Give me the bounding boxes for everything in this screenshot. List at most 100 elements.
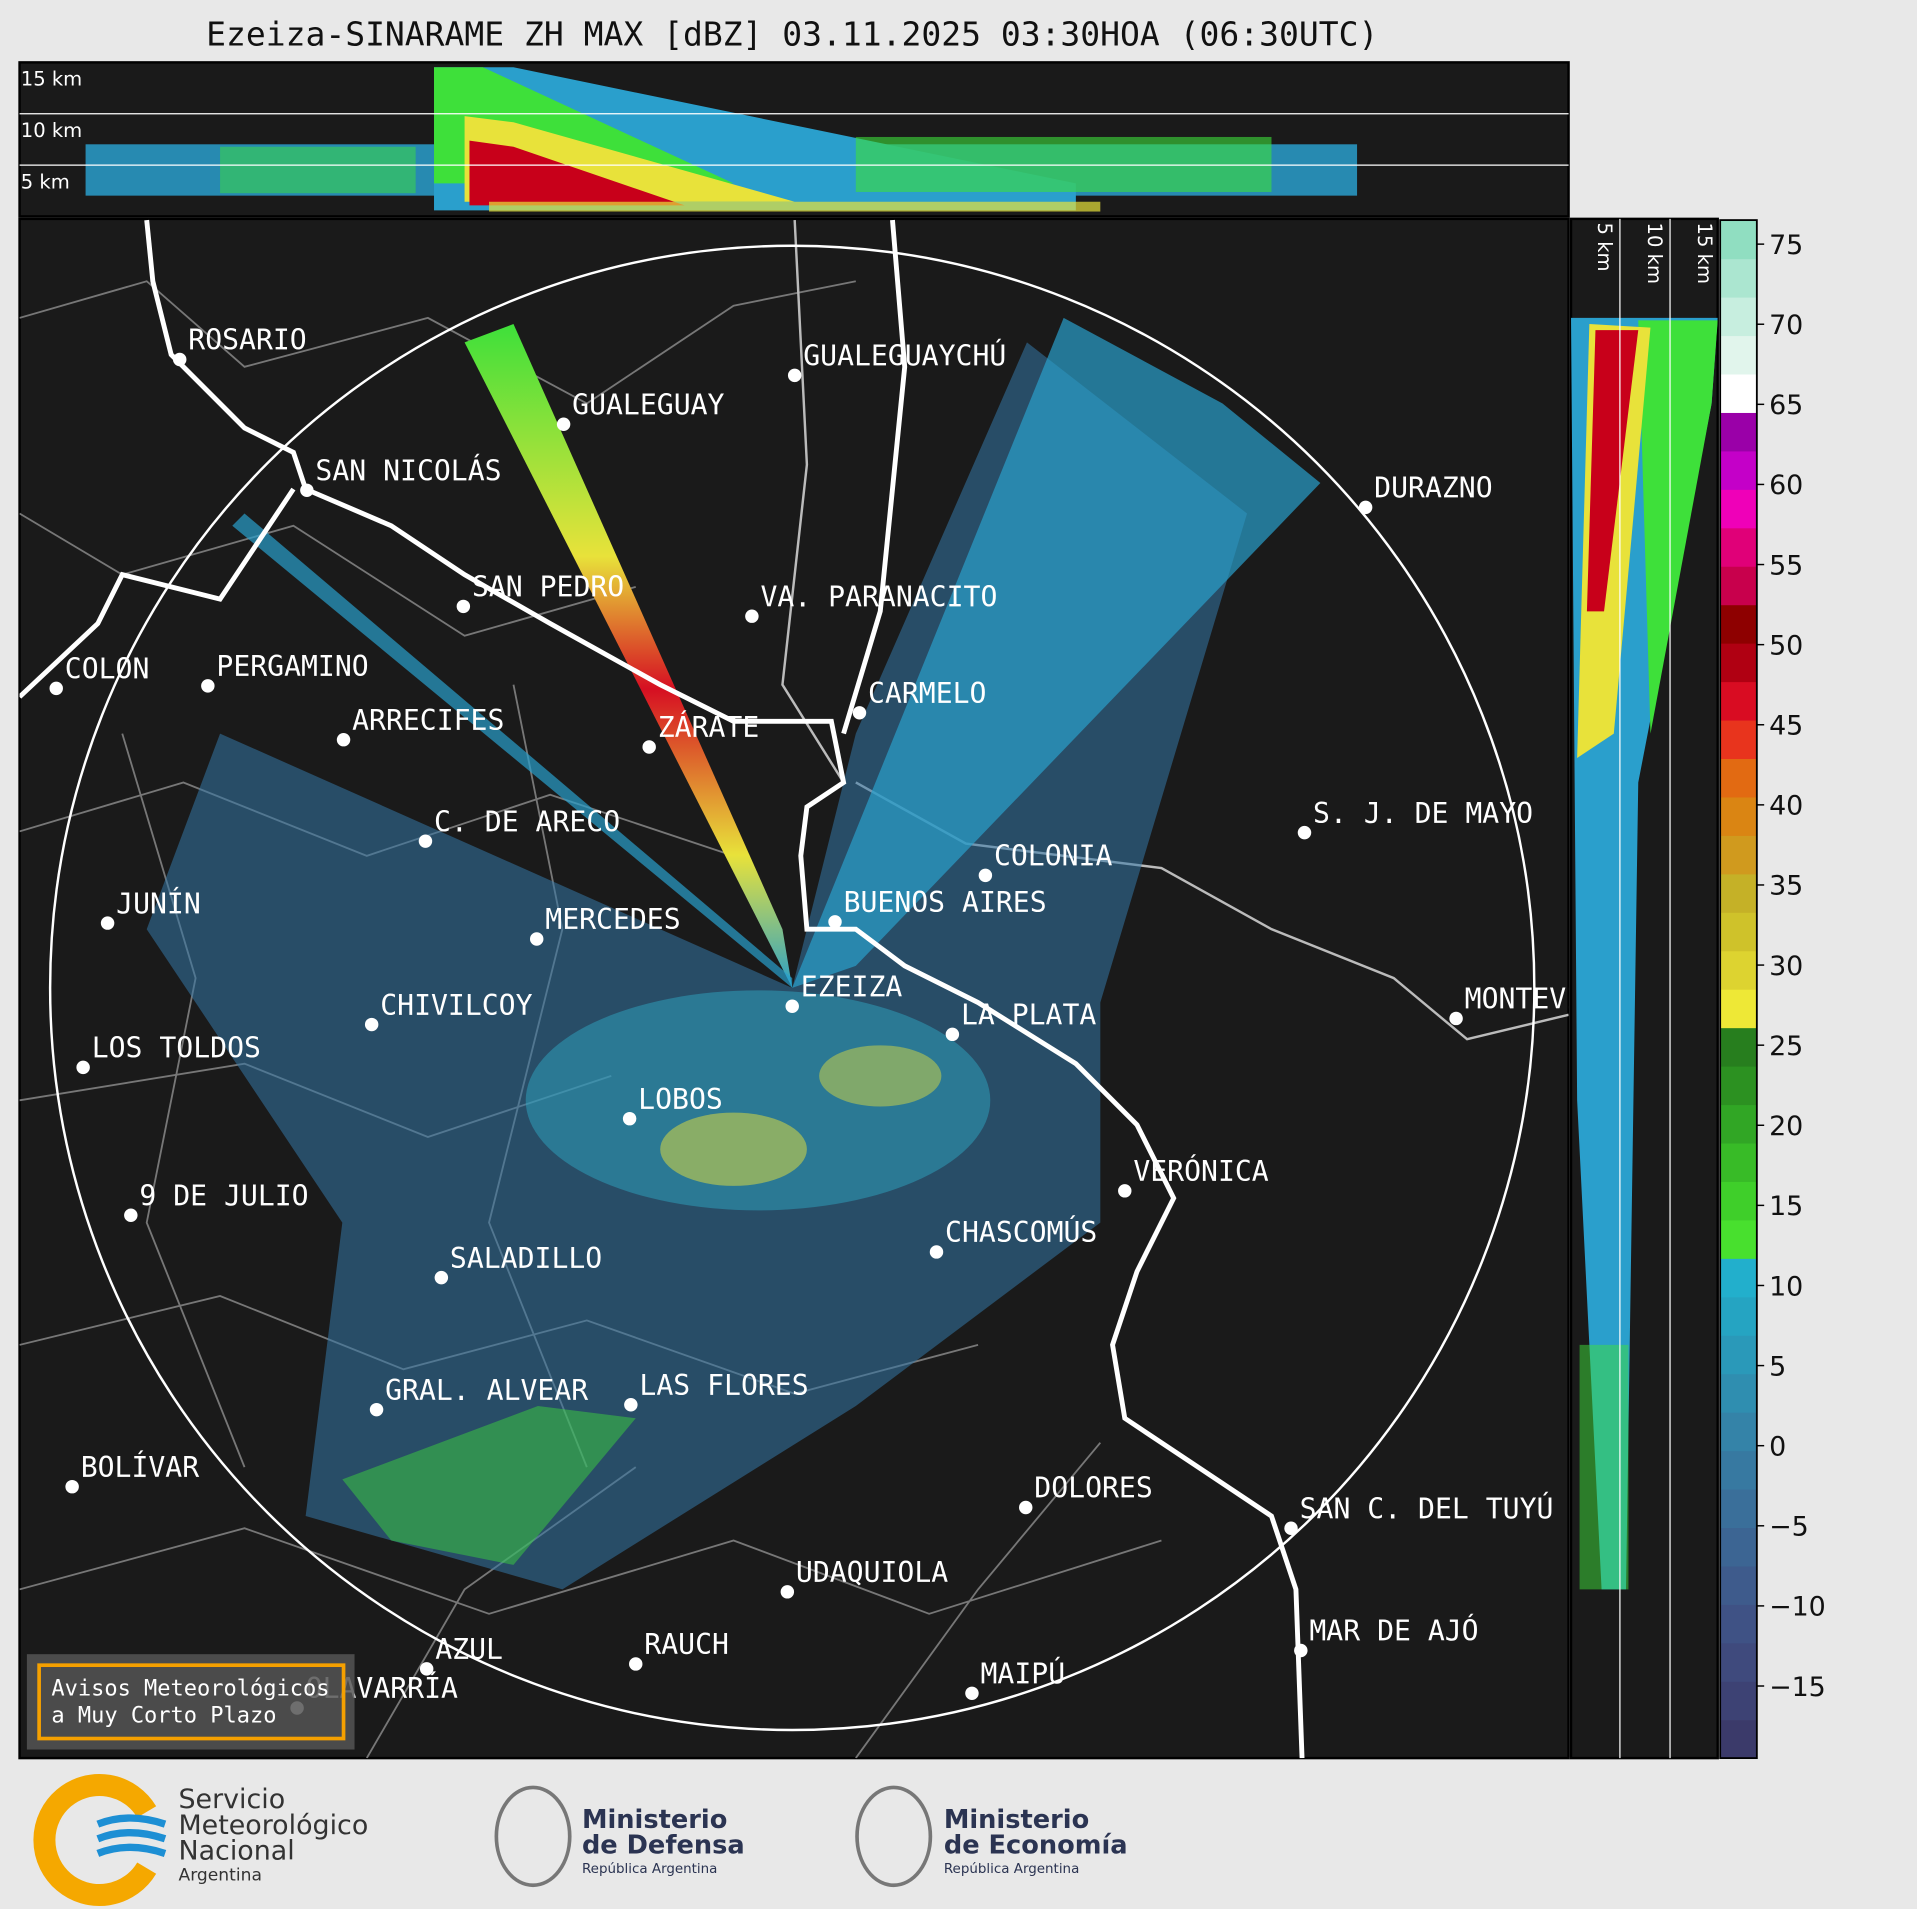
colorbar-frame (1719, 219, 1758, 1760)
city-dot (1297, 825, 1312, 840)
colorbar-segment (1720, 373, 1757, 413)
colorbar-segment (1720, 1373, 1757, 1413)
city-label: RAUCH (644, 1628, 729, 1661)
colorbar-segment (1720, 450, 1757, 490)
colorbar-segment (1720, 1681, 1757, 1721)
city-label: ARRECIFES (352, 704, 504, 737)
footer-logos: Servicio Meteorológico Nacional Argentin… (33, 1774, 1128, 1906)
smn-text: Servicio (178, 1784, 285, 1815)
city-label: UDAQUIOLA (796, 1556, 948, 1589)
city-label: ZÁRATE (658, 710, 760, 744)
city-label: EZEIZA (801, 970, 903, 1003)
city-label: LA PLATA (961, 999, 1096, 1032)
city-label: SAN PEDRO (472, 571, 624, 604)
colorbar-segment (1720, 758, 1757, 798)
colorbar-segment (1720, 1065, 1757, 1106)
city-label: DURAZNO (1374, 472, 1492, 505)
height-label: 5 km (1593, 223, 1616, 272)
range-ring (48, 244, 1536, 1732)
colorbar-tick-label: −5 (1769, 1512, 1809, 1543)
warning-line: a Muy Corto Plazo (51, 1704, 276, 1729)
city-dot (787, 368, 802, 383)
city-dot (780, 1585, 795, 1599)
city-label: ROSARIO (188, 324, 306, 357)
city-dot (945, 1027, 960, 1042)
city-dot (49, 681, 63, 696)
colorbar-segment (1720, 1450, 1757, 1490)
top-cross-section (18, 61, 1570, 218)
colorbar-tick-label: −15 (1769, 1672, 1826, 1703)
city-dot (1284, 1521, 1298, 1535)
colorbar-segment (1720, 1719, 1757, 1759)
colorbar-segment (1720, 566, 1757, 606)
ministry-text: República Argentina (944, 1861, 1079, 1877)
colorbar-segment (1720, 1296, 1757, 1336)
city-label: GRAL. ALVEAR (385, 1374, 588, 1407)
colorbar-tick-label: 5 (1769, 1351, 1786, 1382)
colorbar-segment (1720, 681, 1757, 721)
colorbar-segment (1720, 1104, 1757, 1144)
colorbar-tick-label: 40 (1769, 791, 1803, 822)
colorbar-tick-label: 30 (1769, 951, 1803, 982)
ministry-text: República Argentina (582, 1861, 717, 1877)
city-dot (434, 1270, 449, 1285)
colorbar-tick-label: 20 (1769, 1111, 1803, 1142)
city-label: CHASCOMÚS (945, 1215, 1097, 1249)
city-label: GUALEGUAYCHÚ (803, 339, 1006, 373)
city-label: 9 DE JULIO (139, 1179, 308, 1212)
colorbar-tick-label: 55 (1769, 550, 1803, 581)
city-label: MERCEDES (545, 903, 680, 936)
height-label: 5 km (21, 170, 70, 193)
colorbar-segment (1720, 604, 1757, 644)
height-label: 15 km (21, 68, 82, 91)
colorbar-tick-label: 25 (1769, 1031, 1803, 1062)
city-label: SAN NICOLÁS (315, 454, 501, 488)
city-dot (785, 999, 799, 1013)
city-label: COLONIA (994, 840, 1113, 873)
city-label: VA. PARANACITO (760, 580, 997, 613)
city-dot (828, 915, 842, 929)
city-dot (369, 1402, 384, 1417)
colorbar-segment (1720, 643, 1757, 683)
emblem (855, 1785, 933, 1888)
city-label: JUNÍN (116, 886, 201, 920)
warning-line: Avisos Meteorológicos (51, 1677, 329, 1702)
colorbar-tick-label: 0 (1769, 1431, 1786, 1462)
city-dot (76, 1060, 90, 1075)
city-dot (418, 834, 433, 848)
city-dot (629, 1657, 643, 1671)
colorbar-tick-label: 15 (1769, 1191, 1803, 1222)
city-label: BOLÍVAR (81, 1450, 200, 1484)
colorbar-segment (1720, 1219, 1757, 1259)
colorbar-segment (1720, 873, 1757, 913)
colorbar-tick-label: 50 (1769, 630, 1803, 661)
smn-logo-waves (96, 1814, 167, 1857)
colorbar-segment (1720, 489, 1757, 529)
city-label: C. DE ARECO (434, 805, 620, 838)
ministry-text: Ministerio (582, 1805, 727, 1835)
colorbar-segment (1720, 989, 1757, 1029)
colorbar-segment (1720, 1412, 1757, 1452)
colorbar-tick-label: 10 (1769, 1271, 1803, 1302)
colorbar-segment (1720, 220, 1757, 260)
city-label: CARMELO (868, 677, 986, 710)
city-dot (172, 352, 187, 367)
colorbar-segment (1720, 296, 1757, 337)
city-label: LOBOS (638, 1083, 723, 1116)
smn-text: Argentina (178, 1865, 261, 1885)
city-label: LAS FLORES (639, 1369, 808, 1402)
ministry-text: de Defensa (582, 1830, 745, 1860)
city-dot (978, 868, 993, 883)
colorbar-segment (1720, 1488, 1757, 1529)
city-dot (929, 1245, 944, 1259)
city-dot (745, 609, 759, 623)
coastline-borders (19, 219, 1305, 1759)
ministry-text: de Economía (944, 1830, 1128, 1860)
emblem (494, 1785, 572, 1888)
city-dot (456, 599, 471, 614)
city-dot (852, 706, 867, 720)
city-dot (65, 1479, 79, 1494)
colorbar-segment (1720, 719, 1757, 760)
